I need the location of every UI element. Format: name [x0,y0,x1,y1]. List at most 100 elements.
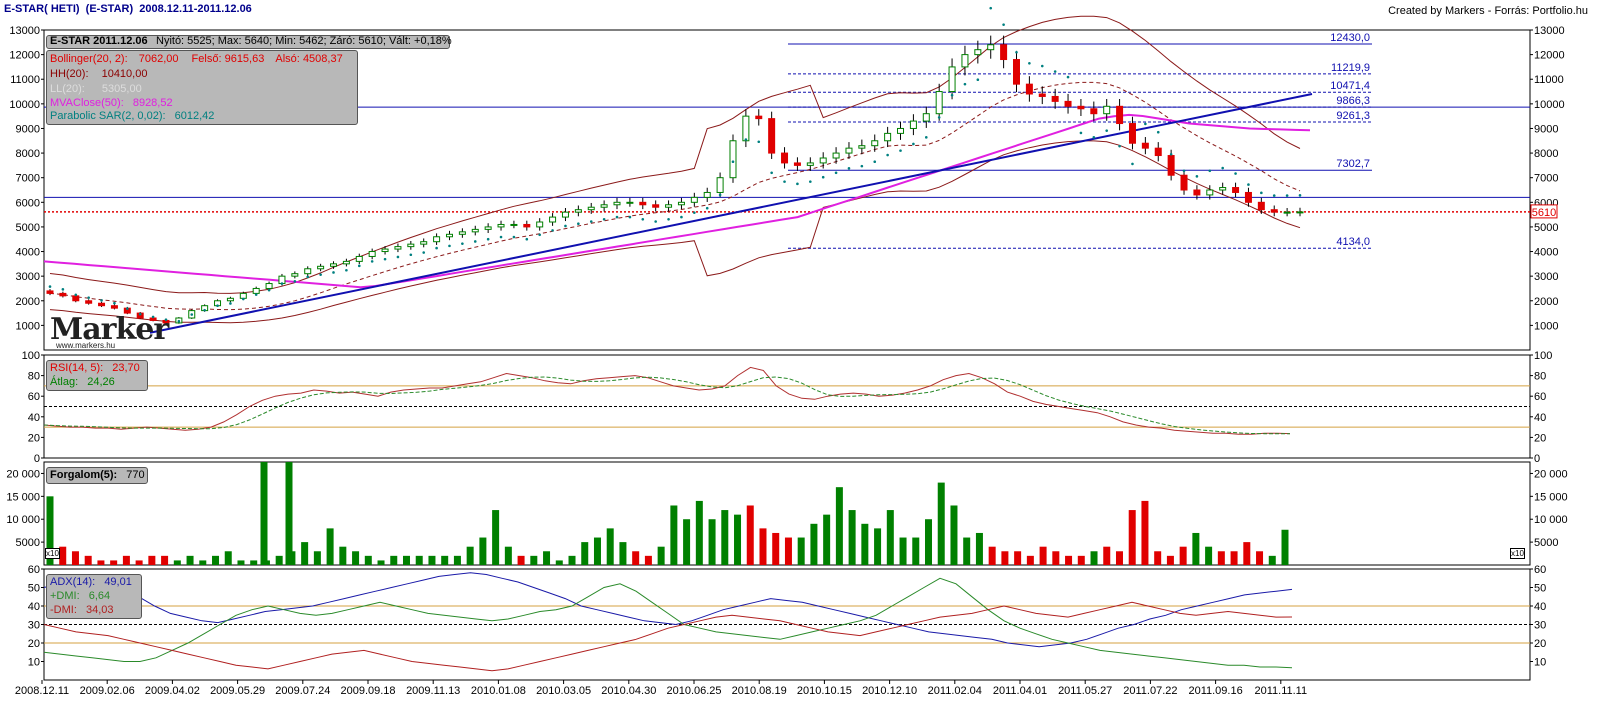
volume-bar [1090,551,1098,565]
candle-up [703,191,711,198]
volume-bar [925,519,933,565]
parabolic-sar-dot [693,211,696,214]
parabolic-sar-dot [177,319,181,323]
candle-down [1244,191,1252,203]
volume-bar [479,537,487,565]
adx-label: ADX(14): [50,576,96,588]
rsi-legend: RSI(14, 5): 23,70 [50,361,140,375]
parabolic-sar-dot [280,282,284,285]
parabolic-sar-dot [1260,191,1263,195]
hh-value: 10410,00 [101,68,148,80]
volume-bar [1179,546,1187,565]
parabolic-sar-dot [873,160,877,163]
candle-up [871,140,879,147]
parabolic-sar-dot [164,318,168,321]
candle-up [484,226,492,230]
bollinger-label: Bollinger(20, 2): [50,53,128,65]
parabolic-sar-dot [357,264,361,268]
volume-bar [530,555,538,565]
candle-up [226,297,234,302]
price-axis-tick-left: 4000 [16,247,40,259]
volume-bar [683,519,691,565]
candle-down [98,302,106,307]
candle-up [729,140,737,179]
candle-down [1257,201,1265,211]
volume-bar [237,560,245,565]
candle-down [85,300,93,304]
candle-up [845,147,853,154]
parabolic-sar-dot [641,217,645,221]
volume-bar [721,510,729,565]
x-axis-tick: 2010.01.08 [471,685,526,697]
adx-axis-tick-right: 50 [1534,583,1546,595]
markers-logo: Marker [50,312,169,347]
parabolic-sar-dot [525,237,529,241]
parabolic-sar-dot [847,167,851,170]
candle-up [742,115,750,142]
volume-bar [71,551,79,565]
sar-value: 6012,42 [174,110,215,122]
volume-bar [568,555,576,565]
rsi-axis-tick-left: 20 [28,432,40,444]
candle-up [330,263,338,267]
price-axis-tick-left: 6000 [16,197,40,209]
price-axis-tick-left: 1000 [16,320,40,332]
parabolic-sar-dot [770,171,773,175]
candle-down [523,223,531,228]
price-axis-tick-right: 11000 [1534,74,1564,86]
parabolic-sar-dot [319,273,322,276]
parabolic-sar-dot [731,160,735,163]
candle-down [1141,142,1149,149]
parabolic-sar-dot [48,285,52,288]
parabolic-sar-dot [100,299,103,302]
volume-bar [275,555,283,565]
parabolic-sar-dot [551,229,554,232]
sar-label: Parabolic SAR(2, 0,02): [50,110,166,122]
volume-bar [899,537,907,565]
volume-bar [97,560,105,565]
trend-line [149,93,1313,334]
candle-up [587,206,595,211]
price-legend-ohlc: Nyitó: 5525; Max: 5640; Min: 5462; Záró:… [156,35,452,47]
rsi-average-line [43,376,1291,435]
bollinger-lower-band [49,140,1301,324]
parabolic-sar-dot [577,222,580,226]
price-axis-tick-right: 3000 [1534,271,1558,283]
volume-bar [326,528,334,565]
volume-bar [148,555,156,565]
parabolic-sar-dot [409,253,413,257]
volume-legend-box [46,467,148,484]
parabolic-sar-dot [821,175,825,179]
candle-down [72,295,80,302]
bollinger-middle-band [49,81,1301,311]
volume-bar [593,537,601,565]
price-axis-tick-right: 13000 [1534,25,1565,37]
parabolic-sar-dot [989,6,993,10]
volume-axis-tick-right: 20 000 [1534,468,1568,480]
price-axis-tick-right: 8000 [1534,148,1558,160]
parabolic-sar-dot [937,116,941,119]
candle-down [1128,123,1136,144]
parabolic-sar-dot [1195,175,1199,178]
candle-up [1206,189,1214,196]
candle-up [677,201,685,206]
x-axis-tick: 2011.05.27 [1058,685,1112,697]
candle-up [291,273,299,277]
last-price-tag [1530,204,1558,219]
volume-bar [606,528,614,565]
candle-up [665,204,673,208]
price-axis-tick-left: 10000 [9,99,40,111]
parabolic-sar-dot [1208,169,1212,173]
parabolic-sar-dot [1040,64,1044,68]
rsi-axis-tick-left: 0 [34,453,40,465]
volume-legend: Forgalom(5): 770 [50,468,145,482]
volume-bar [632,551,640,565]
volume-bar [1256,551,1264,565]
parabolic-sar-dot [1118,144,1121,148]
volume-axis-tick-left: 15 000 [6,491,40,503]
candle-down [1025,83,1033,95]
candle-up [922,113,930,122]
volume-bar [657,546,665,565]
candle-down [1051,95,1059,102]
volume-bar [428,555,436,565]
